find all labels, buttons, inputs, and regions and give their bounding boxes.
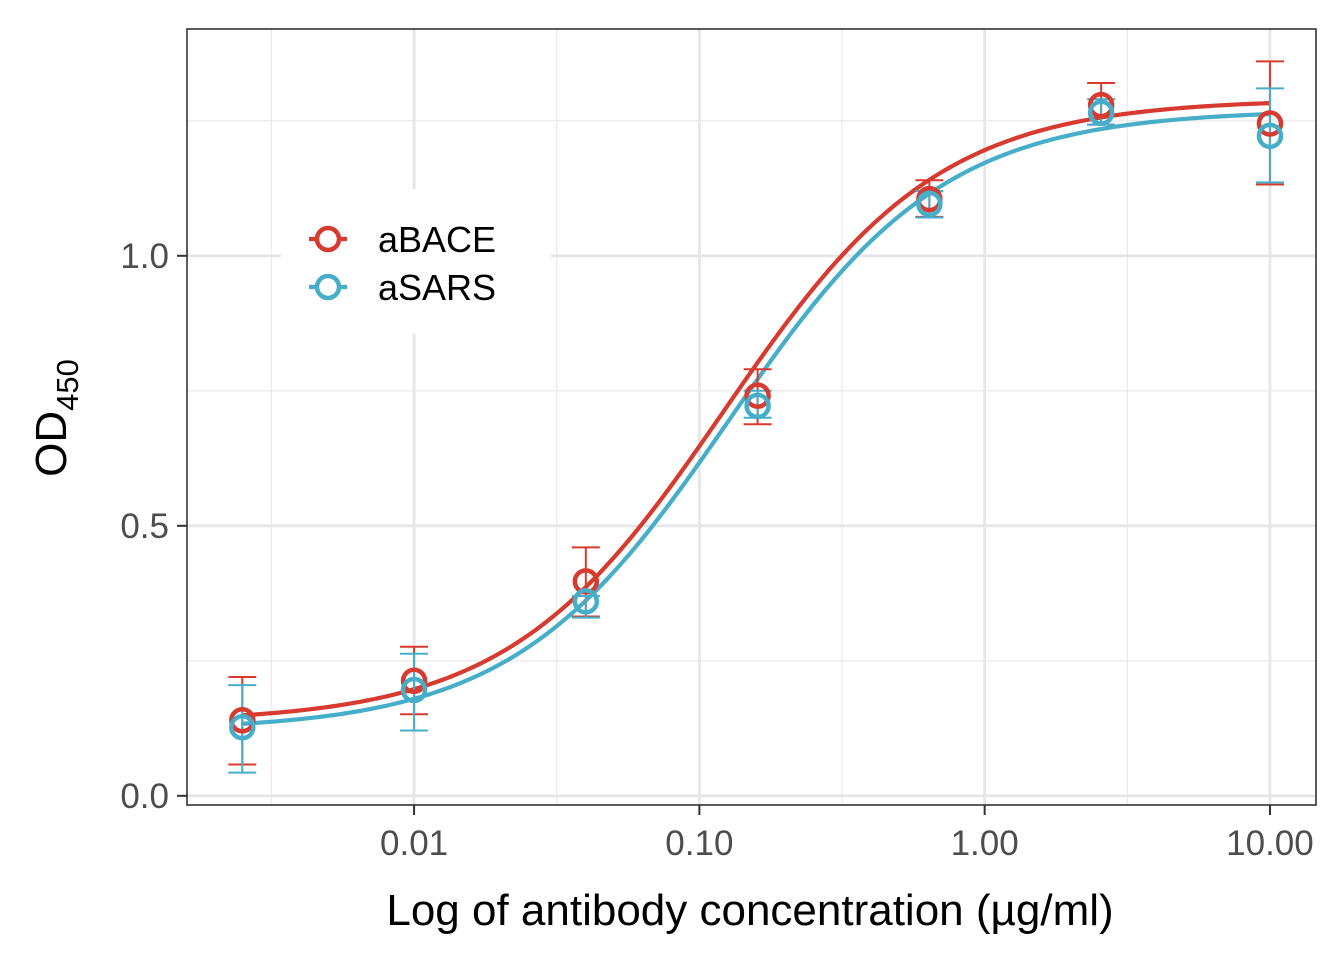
data-point-aSARS: [744, 392, 771, 420]
legend-label: aBACE: [378, 219, 496, 260]
panel-border: [186, 28, 1317, 806]
x-tick-label: 1.00: [951, 824, 1019, 863]
y-tick-label: 1.0: [120, 237, 169, 276]
y-axis-label: OD450: [27, 359, 85, 477]
x-tick-label: 10.00: [1226, 824, 1314, 863]
x-tick-label: 0.01: [380, 824, 448, 863]
legend-label: aSARS: [378, 267, 496, 308]
axes: 0.01 0.10 1.00 10.00 0.0 0.5 1.0: [120, 237, 1313, 863]
data-point-aBACE: [1087, 91, 1115, 119]
data-point-aBACE: [400, 667, 428, 695]
data-point-aSARS: [572, 588, 600, 615]
data-point-aSARS: [400, 676, 428, 704]
x-axis-label: Log of antibody concentration (µg/ml): [386, 886, 1113, 935]
data-points: [229, 91, 1284, 741]
data-point-aSARS: [1256, 122, 1284, 150]
y-tick-label: 0.0: [120, 777, 169, 816]
data-point-aSARS: [229, 713, 256, 741]
y-tick-label: 0.5: [120, 507, 169, 546]
legend-key-point: [314, 273, 342, 301]
y-axis-label-sub: 450: [50, 359, 85, 411]
legend: aBACE aSARS: [281, 189, 551, 334]
data-point-aSARS: [916, 190, 943, 218]
legend-key-point: [314, 225, 342, 253]
legend-background: [281, 189, 551, 334]
data-point-aSARS: [1087, 99, 1115, 126]
y-axis-label-main: OD: [27, 411, 76, 477]
error-bars: [228, 60, 1284, 774]
data-point-aBACE: [1256, 110, 1284, 137]
data-point-aBACE: [744, 382, 771, 409]
x-tick-label: 0.10: [665, 824, 733, 863]
